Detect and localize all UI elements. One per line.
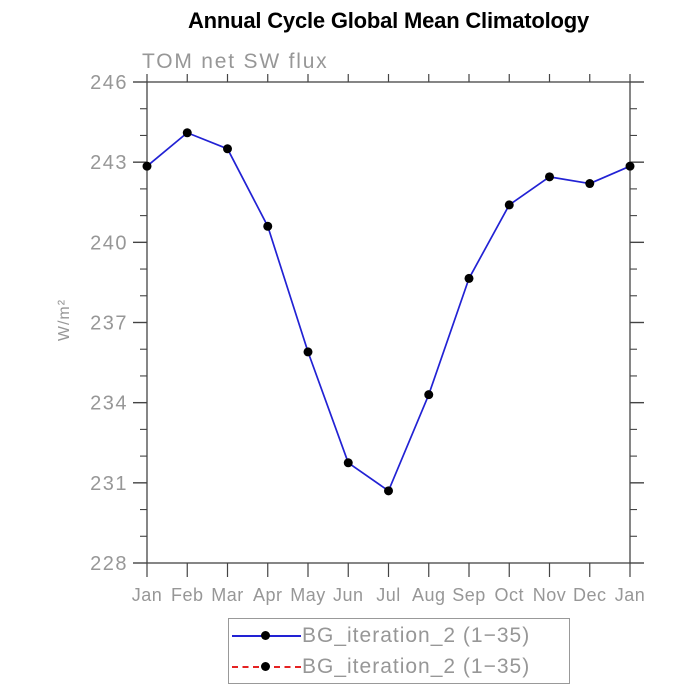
data-point-marker [545, 172, 554, 182]
legend-marker-dot-icon [261, 631, 270, 640]
data-point-marker [504, 200, 514, 210]
chart-subtitle: TOM net SW flux [142, 50, 329, 73]
data-point-marker [303, 347, 313, 357]
x-axis-tick-label: Jul [376, 585, 401, 605]
x-axis-tick-label: Feb [171, 585, 204, 605]
y-axis-tick-label: 246 [90, 72, 128, 94]
data-point-marker [343, 458, 353, 468]
y-axis-tick-label: 228 [90, 553, 128, 575]
x-axis-tick-label: Jan [615, 585, 646, 605]
x-axis-tick-label: Oct [494, 585, 524, 605]
x-axis-tick-label: Mar [211, 585, 244, 605]
data-point-marker [585, 179, 595, 189]
y-axis-tick-label: 237 [90, 313, 128, 335]
x-axis-tick-label: Apr [253, 585, 283, 605]
y-axis-tick-label: 243 [90, 152, 128, 174]
legend-entry-solid: BG_iteration_2 (1−35) [229, 620, 569, 651]
x-axis-tick-label: Sep [452, 585, 486, 605]
data-point-marker [182, 128, 192, 138]
x-axis-tick-label: Jun [333, 585, 364, 605]
legend-entry-label: BG_iteration_2 (1−35) [302, 654, 531, 678]
legend-line-sample [232, 620, 301, 651]
data-point-marker [384, 486, 393, 496]
legend-box: BG_iteration_2 (1−35) BG_iteration_2 (1−… [228, 618, 570, 684]
data-point-marker [142, 161, 152, 171]
data-point-marker [263, 221, 273, 231]
series-line [146, 131, 631, 492]
chart-title: Annual Cycle Global Mean Climatology [187, 8, 590, 33]
legend-line-sample [232, 651, 301, 682]
data-point-marker [625, 161, 635, 171]
legend-entry-dashed: BG_iteration_2 (1−35) [229, 651, 569, 682]
data-point-marker [223, 144, 232, 154]
y-axis-tick-label: 240 [90, 232, 128, 254]
x-axis-tick-label: Aug [412, 585, 446, 605]
data-point-marker [424, 390, 434, 400]
legend-entry-label: BG_iteration_2 (1−35) [302, 623, 531, 647]
x-axis-tick-label: Jan [132, 585, 163, 605]
x-axis-tick-label: Nov [533, 585, 567, 605]
y-axis-tick-label: 231 [90, 473, 128, 495]
x-axis-tick-label: Dec [573, 585, 607, 605]
legend-marker-dot-icon [261, 662, 270, 671]
x-axis-tick-label: May [290, 585, 326, 605]
data-point-marker [464, 273, 474, 283]
y-axis-tick-label: 234 [90, 393, 128, 415]
